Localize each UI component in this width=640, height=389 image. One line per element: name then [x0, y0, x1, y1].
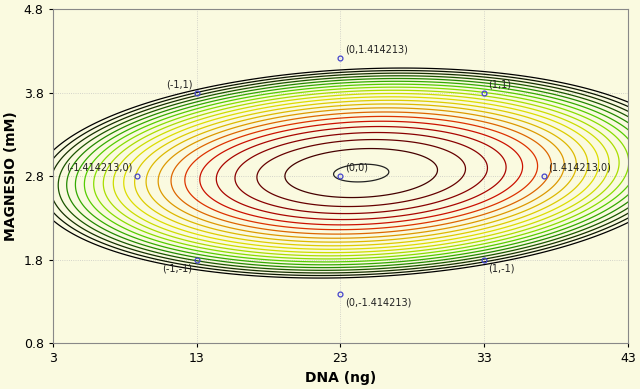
Y-axis label: MAGNESIO (mM): MAGNESIO (mM)	[4, 111, 18, 241]
Text: (0,1.414213): (0,1.414213)	[345, 45, 408, 55]
Text: (0,-1.414213): (0,-1.414213)	[345, 298, 411, 308]
Text: (-1.414213,0): (-1.414213,0)	[67, 163, 132, 173]
Text: (0,0): (0,0)	[345, 163, 367, 173]
Text: (1,-1): (1,-1)	[488, 263, 515, 273]
Text: (1,1): (1,1)	[488, 79, 511, 89]
Text: (1.414213,0): (1.414213,0)	[548, 163, 611, 173]
Text: (-1,-1): (-1,-1)	[162, 263, 192, 273]
X-axis label: DNA (ng): DNA (ng)	[305, 371, 376, 385]
Text: (-1,1): (-1,1)	[166, 79, 192, 89]
